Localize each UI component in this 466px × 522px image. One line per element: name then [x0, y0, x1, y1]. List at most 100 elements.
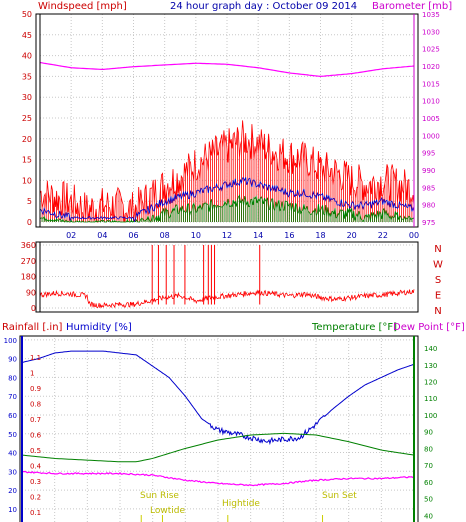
rain-tick-0.8: 0.8 [30, 400, 41, 408]
wind-xtick-22: 22 [378, 231, 388, 240]
sunset-annotation: Sun Set [322, 491, 357, 501]
direction-panel-series [39, 245, 415, 309]
temperature-tick-50: 50 [424, 496, 433, 504]
compass-label-2: S [435, 275, 441, 286]
rain-tick-0.7: 0.7 [30, 416, 41, 424]
compass-label-0: N [434, 244, 441, 255]
compass-label-3: E [435, 291, 441, 302]
wind-direction-series [39, 289, 415, 309]
barometer-tick-1020: 1020 [422, 63, 440, 71]
direction-tick-270: 270 [21, 257, 36, 266]
wind-xtick-08: 08 [160, 231, 170, 240]
rain-tick-0.2: 0.2 [30, 494, 41, 502]
rain-tick-0.5: 0.5 [30, 447, 41, 455]
humidity-tick-40: 40 [8, 450, 17, 458]
wind-tick-40: 40 [22, 52, 32, 61]
bottom-panel-grid [22, 338, 415, 522]
wind-panel-series [39, 61, 415, 223]
dewpoint-series [21, 470, 415, 487]
rain-tick-1.1: 1.1 [30, 354, 41, 362]
wind-xtick-04: 04 [97, 231, 107, 240]
compass-label-4: N [434, 306, 441, 317]
barometer-tick-1015: 1015 [422, 80, 440, 88]
compass-label-1: W [433, 260, 443, 271]
wind-tick-50: 50 [22, 10, 32, 19]
wind-tick-25: 25 [22, 114, 32, 123]
humidity-axis-title: Humidity [%] [66, 322, 132, 333]
rainfall-axis-title: Rainfall [.in] [2, 322, 63, 333]
barometer-tick-1000: 1000 [422, 132, 440, 140]
temperature-tick-120: 120 [424, 378, 437, 386]
wind-tick-20: 20 [22, 135, 32, 144]
humidity-tick-80: 80 [8, 374, 17, 382]
bottom-panel-frame [19, 335, 419, 522]
temperature-tick-130: 130 [424, 362, 437, 370]
windspeed-axis-title: Windspeed [mph] [38, 1, 127, 12]
barometer-tick-980: 980 [422, 202, 435, 210]
wind-xtick-16: 16 [284, 231, 294, 240]
wind-tick-45: 45 [22, 31, 32, 40]
temperature-series [21, 432, 415, 463]
sunrise-annotation: Sun Rise [140, 491, 179, 501]
wind-xtick-12: 12 [222, 231, 232, 240]
humidity-tick-30: 30 [8, 468, 17, 476]
wind-xtick-02: 02 [66, 231, 76, 240]
direction-tick-90: 90 [26, 288, 36, 297]
rain-tick-0.4: 0.4 [30, 463, 42, 471]
temperature-axis-title: Temperature [°F] [311, 322, 397, 333]
rain-tick-0.6: 0.6 [30, 431, 42, 439]
direction-tick-0: 0 [31, 304, 36, 313]
humidity-tick-70: 70 [8, 393, 17, 401]
lowtide-annotation: Lowtide [150, 506, 185, 516]
wind-tick-30: 30 [22, 93, 32, 102]
wind-tick-0: 0 [27, 218, 32, 227]
barometer-axis-title: Barometer [mb] [372, 1, 452, 12]
direction-tick-180: 180 [21, 273, 36, 282]
barometer-tick-1035: 1035 [422, 11, 440, 19]
temperature-tick-140: 140 [424, 345, 437, 353]
direction-tick-360: 360 [21, 241, 36, 250]
direction-panel-frame [35, 241, 419, 313]
wind-tick-10: 10 [22, 176, 32, 185]
hightide-annotation: Hightide [222, 499, 260, 509]
wind-panel-frame [35, 13, 419, 228]
rain-tick-0.9: 0.9 [30, 385, 41, 393]
wind-xtick-10: 10 [191, 231, 201, 240]
wind-tick-35: 35 [22, 72, 32, 81]
temperature-tick-40: 40 [424, 512, 433, 520]
rain-tick-0.1: 0.1 [30, 509, 41, 517]
humidity-tick-90: 90 [8, 356, 17, 364]
dewpoint-axis-title: Dew Point [°F] [393, 322, 465, 333]
bottom-panel-series [21, 350, 415, 522]
wind-xtick-00: 00 [409, 231, 419, 240]
humidity-tick-50: 50 [8, 431, 17, 439]
barometer-tick-990: 990 [422, 167, 435, 175]
wind-xtick-20: 20 [347, 231, 357, 240]
temperature-tick-90: 90 [424, 429, 433, 437]
humidity-tick-10: 10 [8, 506, 17, 514]
barometer-tick-1025: 1025 [422, 46, 440, 54]
direction-panel-grid [40, 244, 414, 309]
humidity-tick-20: 20 [8, 487, 17, 495]
humidity-tick-100: 100 [4, 337, 17, 345]
temperature-tick-60: 60 [424, 479, 433, 487]
wind-xtick-06: 06 [128, 231, 138, 240]
temperature-tick-70: 70 [424, 462, 433, 470]
wind-tick-15: 15 [22, 156, 32, 165]
wind-panel-tick-labels: 0510152025303540455097598098599099510001… [22, 10, 440, 240]
barometer-tick-1005: 1005 [422, 115, 440, 123]
barometer-tick-1030: 1030 [422, 28, 440, 36]
temperature-tick-80: 80 [424, 445, 433, 453]
humidity-series [21, 350, 415, 446]
chart-title: 24 hour graph day : October 09 2014 [170, 1, 357, 12]
wind-gust-series [39, 120, 415, 223]
wind-tick-5: 5 [27, 197, 32, 206]
wind-lull-series [39, 194, 415, 223]
wind-xtick-18: 18 [315, 231, 325, 240]
temperature-tick-100: 100 [424, 412, 437, 420]
wind-avg-series [39, 177, 415, 223]
barometer-tick-975: 975 [422, 219, 435, 227]
barometer-tick-985: 985 [422, 184, 435, 192]
bottom-panel-tick-labels: 10 20 30 40 50 60 70 80 90 100 0.1 0.2 0.3 0.4 0.5 0.6 0… [4, 337, 438, 520]
